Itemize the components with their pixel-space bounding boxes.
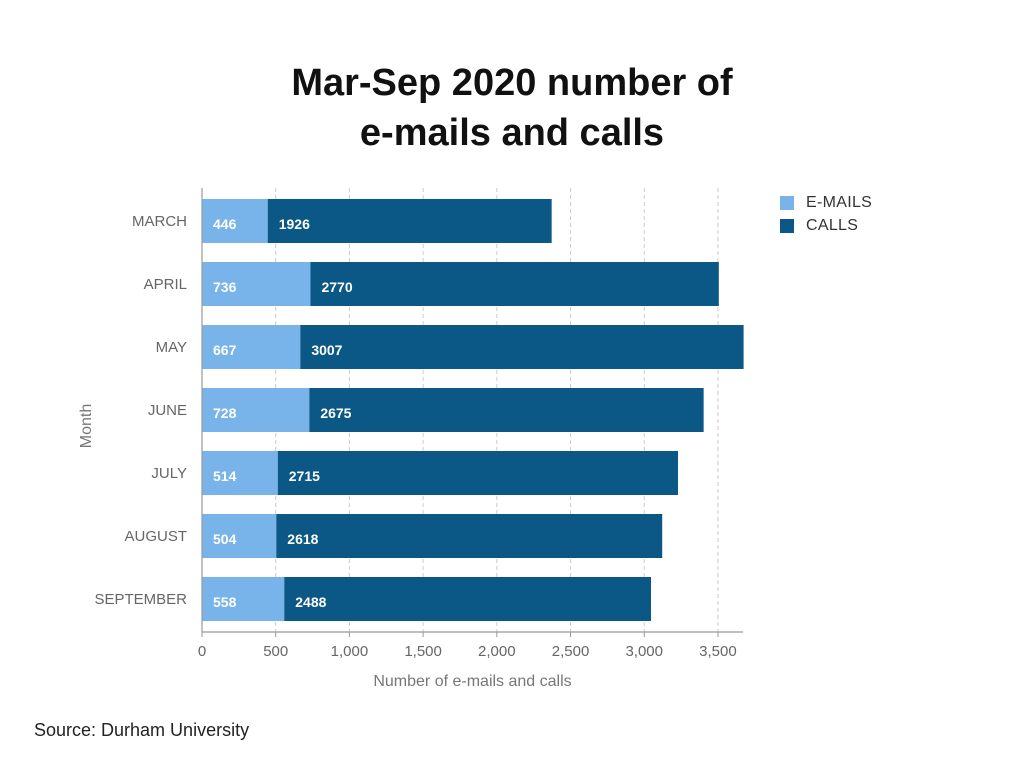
- axes: [201, 188, 743, 637]
- x-tick-label: 3,000: [625, 643, 663, 660]
- y-category-label: MARCH: [132, 213, 187, 230]
- chart-title: Mar-Sep 2020 number of e-mails and calls: [0, 58, 1024, 158]
- labels: 0 500 1,000 1,500 2,000 2,500 3,000 3,500 446 192…: [78, 213, 737, 690]
- y-category-label: JUNE: [148, 402, 187, 419]
- chart-title-line-2: e-mails and calls: [359, 112, 665, 154]
- data-label-calls: 1926: [279, 216, 310, 232]
- y-category-label: MAY: [156, 339, 187, 356]
- x-tick-label: 3,500: [699, 643, 737, 660]
- legend-label-emails: E-MAILS: [806, 193, 873, 211]
- chart-title-line-1: Mar-Sep 2020 number of: [291, 62, 733, 104]
- data-label-calls: 2675: [320, 405, 351, 421]
- bar-emails: [202, 388, 310, 432]
- legend-label-calls: CALLS: [806, 216, 859, 234]
- bar-calls: [277, 451, 678, 495]
- bar-emails: [202, 577, 285, 621]
- bar-calls: [300, 325, 744, 369]
- data-label-emails: 736: [213, 279, 237, 295]
- x-axis-title: Number of e-mails and calls: [373, 673, 571, 690]
- bar-calls: [276, 514, 663, 558]
- bar-calls: [267, 199, 552, 243]
- data-label-calls: 2488: [295, 594, 326, 610]
- y-axis-title: Month: [78, 404, 95, 448]
- data-label-emails: 728: [213, 405, 237, 421]
- bar-calls: [309, 388, 704, 432]
- x-tick-label: 1,000: [331, 643, 369, 660]
- x-tick-label: 2,000: [478, 643, 516, 660]
- x-tick-label: 1,500: [404, 643, 442, 660]
- bar-calls: [284, 577, 652, 621]
- data-label-emails: 558: [213, 594, 237, 610]
- legend-swatch-emails: [780, 195, 794, 210]
- data-label-emails: 504: [213, 531, 237, 547]
- data-label-calls: 2715: [289, 468, 320, 484]
- legend-item-calls: CALLS: [780, 214, 872, 237]
- bar-emails: [202, 325, 301, 369]
- y-category-label: JULY: [151, 465, 187, 482]
- y-category-label: SEPTEMBER: [94, 591, 187, 608]
- y-category-label: APRIL: [144, 276, 187, 293]
- bar-calls: [310, 262, 719, 306]
- data-label-emails: 667: [213, 342, 237, 358]
- legend-item-emails: E-MAILS: [780, 191, 872, 214]
- bar-emails: [202, 199, 268, 243]
- data-label-emails: 446: [213, 216, 237, 232]
- source-note: Source: Durham University: [34, 720, 250, 740]
- x-tick-label: 0: [198, 643, 206, 660]
- data-label-emails: 514: [213, 468, 237, 484]
- y-category-label: AUGUST: [124, 528, 187, 545]
- legend: E-MAILS CALLS: [780, 191, 872, 237]
- bar-emails: [202, 262, 311, 306]
- bars: [202, 199, 744, 621]
- legend-swatch-calls: [780, 218, 794, 233]
- bar-emails: [202, 514, 277, 558]
- bar-emails: [202, 451, 278, 495]
- data-label-calls: 3007: [311, 342, 342, 358]
- x-tick-label: 2,500: [552, 643, 590, 660]
- data-label-calls: 2770: [321, 279, 352, 295]
- data-label-calls: 2618: [287, 531, 318, 547]
- x-tick-label: 500: [263, 643, 288, 660]
